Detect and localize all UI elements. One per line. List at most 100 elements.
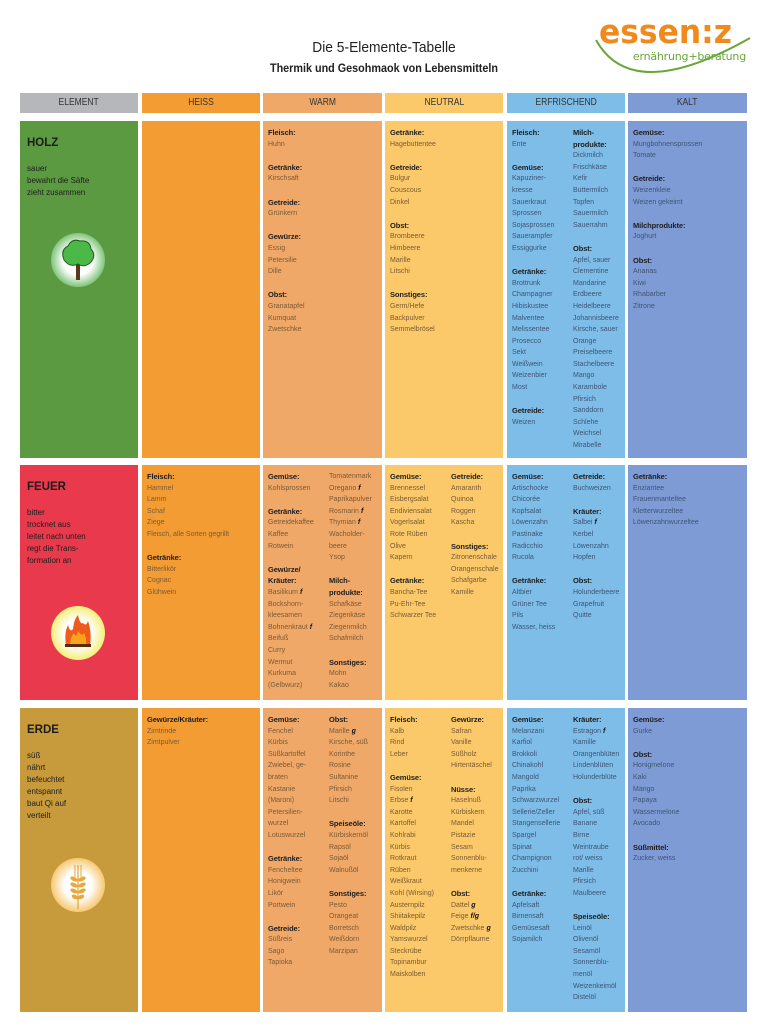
food-item: kleesamen [268, 612, 302, 620]
food-item-name: Dattel [451, 901, 470, 909]
food-item: Ananas [633, 268, 657, 276]
food-item: Marille g [329, 726, 368, 738]
food-item-marker: f [357, 519, 361, 527]
food-item: Kascha [451, 519, 475, 527]
column-header-neutral: NEUTRAL [385, 93, 503, 113]
food-group: Obst: Honigmelone Kaki Mango Papaya Wassermel… [633, 749, 679, 830]
food-item: Kaki [633, 773, 647, 781]
food-item: Kirsche, sauer [573, 326, 618, 334]
food-group-title: Gewürze/Kräuter: [147, 715, 208, 724]
food-item: beere [329, 542, 347, 550]
food-group-title: Kräuter: [268, 576, 297, 586]
food-group-title: Gemüse: [268, 715, 300, 724]
food-item: menöl [573, 971, 593, 979]
food-item: Zimtrinde [147, 727, 177, 735]
food-group-title: Getränke: [268, 506, 303, 516]
food-cell-heiss: Gewürze/Kräuter: Zimtrinde Zimtpulver [142, 708, 260, 1012]
food-item: Kefir [573, 175, 588, 183]
food-group-title: Obst: [573, 576, 593, 586]
food-group: Gemüse: Kapuziner-kresse Sauerkraut Sprosse… [512, 162, 554, 255]
food-item: Sauerkraut [512, 198, 547, 206]
food-subcolumn: Obst: Marille g Kirsche, süß Korinthe Rosine S… [329, 714, 368, 969]
food-item: Schwarzwurzel [512, 797, 560, 805]
food-group-title: Getränke: [390, 576, 425, 586]
food-group-title: Getreide: [512, 406, 545, 416]
food-item: Bitterlikör [147, 565, 177, 573]
food-subcolumn: Gemüse: Brennessel Eisbergsalat Endiviensal… [390, 471, 436, 633]
element-description: süß nährt befeuchtet entspannt baut Qi auf ve… [27, 750, 66, 822]
food-item: Kürbis [268, 739, 288, 747]
food-group-title: Gewürze/ [268, 564, 301, 574]
food-item: Vanille [451, 739, 472, 747]
food-item: Amaranth [451, 484, 482, 492]
food-item: Hibiskustee [512, 302, 549, 310]
food-group-title: Nüsse: [451, 784, 476, 794]
food-group: Fleisch: Huhn [268, 127, 305, 150]
food-item: Kürbiskern [451, 808, 485, 816]
food-item: Ente [512, 140, 527, 148]
food-item: Holunderbeere [573, 588, 620, 596]
food-item: kresse [512, 186, 533, 194]
food-item: Banane [573, 820, 598, 828]
food-item: Weizen [512, 418, 536, 426]
food-item: Weißdorn [329, 936, 360, 944]
food-item: Apfel, süß [573, 808, 605, 816]
food-item: Essiggurke [512, 244, 547, 252]
essenz-logo: essen:z ernährung+beratung [592, 10, 754, 90]
food-group: Fleisch: Hammel Lamm Schaf Ziege Fleisch, all… [147, 471, 229, 541]
food-item: Grüner Tee [512, 600, 547, 608]
food-item: Prosecco [512, 337, 542, 345]
food-item: Zitrone [633, 302, 655, 310]
food-item: Basilikum f [268, 587, 314, 599]
food-item: Malventee [512, 314, 545, 322]
food-item: Kerbel [573, 530, 594, 538]
food-group-title: Getränke: [268, 162, 303, 172]
column-header-element: ELEMENT [20, 93, 138, 113]
food-group: Fleisch: Ente [512, 127, 554, 150]
food-item: Couscous [390, 186, 422, 194]
food-subcolumn: Milch-produkte: Dickmilch Frischkäse Kefir B… [573, 127, 619, 463]
food-group: Gewürze: Essig Petersilie Dille [268, 231, 305, 277]
food-group: Gemüse: Brennessel Eisbergsalat Endiviensal… [390, 471, 436, 564]
food-subcolumn: Getränke: Enziantee Frauenmanteltee Kletter… [633, 471, 699, 541]
food-item: Spargel [512, 831, 537, 839]
food-group-title: Obst: [329, 715, 349, 724]
food-group-title: Getränke: [512, 267, 547, 277]
food-subcolumn: Getränke: Hagebuttentee Getreide: Bulgur Cou… [390, 127, 436, 347]
column-header-erfrischend: ERFRISCHEND [507, 93, 625, 113]
food-item: braten [268, 773, 288, 781]
food-group-title: Getränke: [147, 553, 182, 563]
column-header-warm: WARM [263, 93, 382, 113]
food-item: Kapern [390, 554, 413, 562]
food-item: Schaf [147, 507, 165, 515]
food-group-title: Getreide: [268, 197, 301, 207]
food-item: Erdbeere [573, 291, 602, 299]
food-subcolumn: Gemüse: Melanzani Karfiol Brokkoli Chinakohl… [512, 714, 560, 957]
food-item: Hopfen [573, 554, 596, 562]
food-item: Mango [633, 785, 655, 793]
food-item: Sprossen [512, 210, 542, 218]
food-group: Getreide: Süßreis Sago Tapioka [268, 923, 306, 969]
food-item: Paprika [512, 785, 536, 793]
food-group: Getreide: Grünkern [268, 197, 305, 220]
food-item: Pastinake [512, 530, 543, 538]
food-subcolumn: Kräuter: Estragon f Kamille Orangenblüten Lin… [573, 714, 619, 1015]
food-item: Zucker, weiss [633, 855, 676, 863]
food-group: Getränke: Kirschsaft [268, 162, 305, 185]
food-item: Spinat [512, 843, 532, 851]
food-item: Kamille [573, 739, 596, 747]
food-item: Honigwein [268, 878, 301, 886]
food-group: Gemüse: Gurke [633, 714, 679, 737]
food-item: Pils [512, 612, 524, 620]
food-item-name: Salbei [573, 519, 593, 527]
food-item: Avocado [633, 820, 661, 828]
food-group: Getränke: Brottrunk Champagner Hibiskustee M… [512, 266, 554, 394]
logo-arc [595, 37, 751, 73]
food-item: Kastanie [268, 785, 296, 793]
food-item: Germ/Hefe [390, 302, 425, 310]
food-item: Ziege [147, 519, 165, 527]
element-property: süß [27, 751, 41, 760]
food-item: Löwenzahnwurzeltee [633, 519, 699, 527]
food-group-title: Kräuter: [573, 506, 602, 516]
food-item: Pfirsich [573, 878, 596, 886]
